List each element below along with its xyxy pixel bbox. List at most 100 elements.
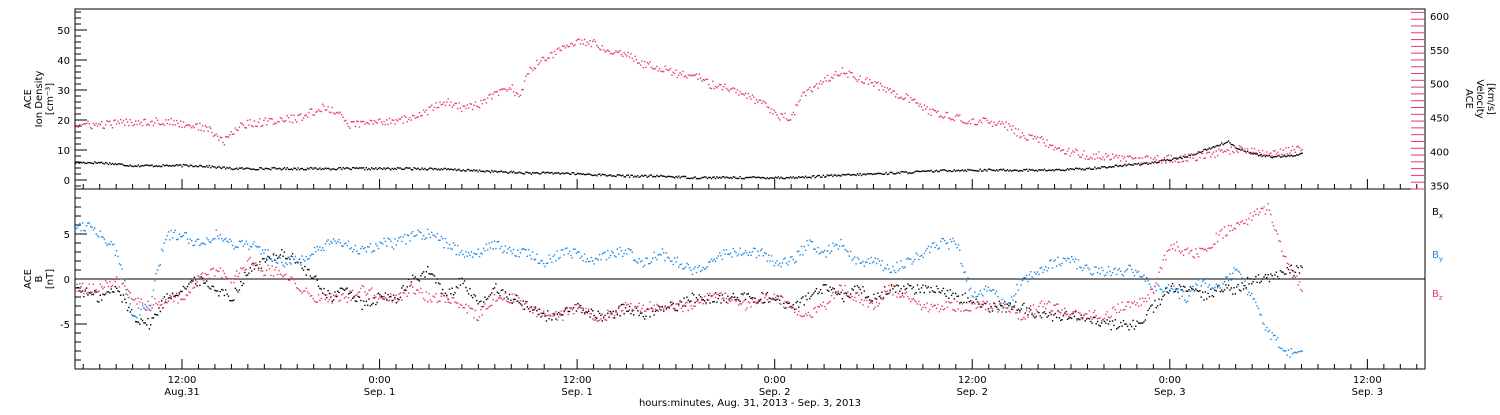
data-point	[763, 101, 766, 103]
data-point	[1287, 263, 1290, 265]
data-point	[338, 112, 340, 115]
data-point	[469, 307, 471, 309]
data-point	[166, 122, 168, 125]
data-point	[916, 170, 919, 172]
data-point	[560, 310, 563, 312]
data-point	[219, 167, 222, 169]
data-point	[918, 170, 920, 173]
data-point	[577, 251, 579, 253]
data-point	[954, 310, 957, 313]
data-point	[1230, 225, 1232, 227]
data-point	[613, 314, 616, 317]
data-point	[759, 99, 762, 101]
data-point	[639, 64, 642, 66]
data-point	[743, 178, 745, 180]
data-point	[833, 297, 835, 300]
data-point	[699, 77, 702, 79]
data-point	[663, 175, 665, 177]
data-point	[1181, 289, 1183, 291]
data-point	[870, 301, 872, 304]
data-point	[472, 170, 474, 172]
data-point	[822, 81, 825, 83]
y-tick-label-left: 30	[57, 86, 70, 97]
data-point	[1154, 299, 1156, 302]
data-point	[904, 288, 906, 291]
data-point	[1008, 305, 1010, 307]
data-point	[945, 242, 947, 245]
data-point	[446, 168, 448, 171]
data-point	[182, 234, 185, 237]
data-point	[697, 266, 699, 269]
data-point	[1023, 135, 1025, 137]
data-point	[1040, 136, 1043, 138]
data-point	[1196, 152, 1198, 155]
data-point	[462, 282, 464, 285]
data-point	[824, 284, 826, 286]
data-point	[283, 274, 286, 277]
data-point	[227, 295, 230, 297]
data-point	[1257, 274, 1260, 276]
data-point	[1102, 156, 1104, 158]
data-point	[753, 176, 755, 178]
data-point	[1088, 158, 1091, 160]
data-point	[492, 93, 494, 95]
data-point	[960, 262, 962, 265]
data-point	[522, 88, 524, 91]
data-point	[150, 164, 152, 167]
data-point	[1290, 154, 1293, 157]
data-point	[624, 176, 627, 178]
data-point	[155, 117, 157, 119]
data-point	[375, 121, 377, 123]
data-point	[1199, 247, 1201, 249]
data-point	[220, 276, 223, 279]
data-point	[1285, 256, 1287, 258]
data-point	[1167, 154, 1170, 156]
data-point	[1042, 312, 1044, 314]
data-point	[289, 121, 291, 123]
data-point	[111, 162, 114, 165]
data-point	[529, 310, 531, 313]
data-point	[1279, 240, 1282, 243]
data-point	[1245, 219, 1247, 221]
data-point	[1255, 153, 1257, 155]
data-point	[1117, 157, 1119, 159]
data-point	[391, 167, 393, 170]
data-point	[152, 317, 155, 319]
data-point	[1234, 228, 1237, 230]
data-point	[638, 257, 640, 260]
data-point	[586, 173, 589, 175]
data-point	[886, 293, 889, 295]
data-point	[803, 315, 805, 317]
data-point	[918, 258, 920, 261]
data-point	[687, 74, 689, 76]
data-point	[1204, 282, 1207, 284]
data-point	[79, 124, 81, 126]
data-point	[665, 308, 668, 311]
data-point	[615, 310, 617, 312]
data-point	[81, 123, 84, 126]
data-point	[657, 304, 659, 307]
data-point	[901, 265, 904, 268]
data-point	[124, 280, 126, 282]
data-point	[980, 293, 983, 295]
data-point	[635, 306, 638, 308]
data-point	[398, 293, 400, 295]
data-point	[841, 297, 844, 300]
data-point	[296, 261, 298, 264]
data-point	[821, 176, 823, 178]
data-point	[538, 173, 541, 175]
data-point	[1115, 154, 1118, 157]
data-point	[480, 99, 482, 102]
data-point	[343, 289, 346, 291]
data-point	[972, 301, 975, 304]
data-point	[926, 287, 928, 289]
data-point	[467, 107, 470, 109]
data-point	[360, 287, 362, 290]
data-point	[545, 314, 548, 317]
data-point	[684, 266, 687, 268]
data-point	[204, 243, 207, 246]
data-point	[256, 169, 258, 171]
data-point	[589, 312, 591, 315]
data-point	[729, 300, 732, 302]
data-point	[703, 300, 706, 302]
